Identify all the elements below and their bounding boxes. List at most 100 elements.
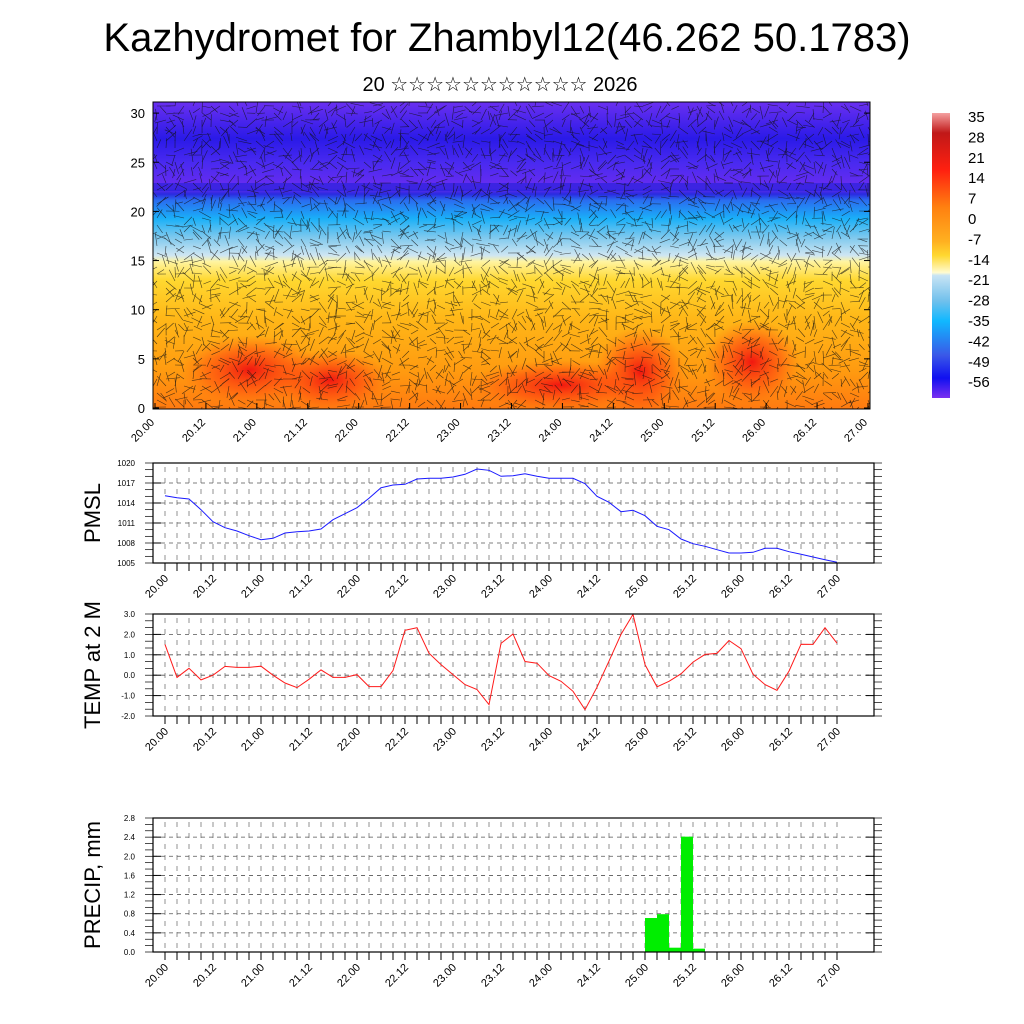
wind-barb (300, 245, 304, 255)
wind-barb (471, 102, 478, 107)
wind-barb (356, 311, 365, 317)
wind-barb (291, 161, 299, 170)
wind-barb (786, 202, 797, 205)
wind-barb (498, 175, 510, 177)
wind-barb (412, 308, 419, 318)
wind-barb (639, 357, 644, 370)
wind-barb (264, 392, 267, 406)
wind-barb (235, 224, 248, 233)
wind-barb (327, 383, 339, 387)
wind-barb (802, 380, 806, 394)
wind-barb (177, 294, 185, 301)
wind-barb (560, 264, 572, 268)
wind-barb (759, 266, 772, 273)
wind-barb (207, 132, 212, 142)
wind-barb (209, 220, 212, 233)
wind-barb (439, 200, 446, 212)
wind-barb (738, 322, 743, 331)
wind-barb (866, 165, 869, 177)
wind-barb (363, 286, 368, 296)
wind-barb (291, 250, 294, 261)
wind-barb (597, 252, 610, 259)
wind-barb (464, 147, 473, 156)
wind-barb (308, 182, 311, 191)
wind-barb (399, 136, 402, 149)
wind-barb (441, 203, 446, 217)
wind-barb (552, 166, 563, 170)
wind-barb (498, 154, 508, 157)
colorbar-label: -28 (968, 293, 990, 310)
wind-barb (291, 399, 294, 409)
wind-barb (381, 392, 392, 401)
wind-barb (455, 133, 464, 139)
wind-barb (836, 266, 842, 279)
wind-barb (651, 217, 654, 229)
wind-barb (723, 380, 734, 387)
wind-barb (805, 287, 815, 293)
wind-barb (401, 168, 410, 175)
wind-barb (280, 167, 284, 177)
wind-barb (341, 180, 347, 191)
wind-barb (554, 269, 563, 275)
wind-barb (513, 224, 518, 237)
wind-barb (154, 355, 158, 366)
wind-barb (678, 301, 693, 305)
wind-barb (363, 371, 372, 382)
x-tick-label: 24.12 (575, 962, 603, 990)
colorbar-label: 0 (968, 211, 976, 228)
colorbar-label: -49 (968, 354, 990, 371)
wind-barb (244, 350, 257, 359)
wind-barb (822, 392, 837, 394)
wind-barb (804, 133, 813, 145)
wind-barb (772, 301, 779, 312)
wind-barb (812, 320, 815, 331)
wind-barb (786, 371, 792, 381)
wind-barb (771, 315, 779, 323)
wind-barb (345, 272, 356, 282)
wind-barb (363, 392, 368, 406)
wind-barb (848, 189, 851, 204)
wind-barb (687, 328, 698, 331)
wind-barb (561, 177, 566, 191)
wind-barb (282, 176, 292, 184)
wind-barb (384, 219, 392, 226)
wind-barb (444, 278, 456, 282)
wind-barb (282, 111, 287, 121)
wind-barb (552, 147, 555, 158)
wind-barb (722, 147, 725, 161)
wind-barb (372, 196, 379, 205)
wind-barb (202, 343, 212, 352)
wind-barb (819, 186, 833, 191)
wind-barb (599, 126, 608, 134)
wind-barb (782, 117, 788, 128)
wind-barb (607, 154, 617, 165)
wind-barb (813, 298, 820, 310)
wind-barb (232, 213, 239, 226)
wind-barb (610, 253, 617, 261)
wind-barb (614, 378, 617, 389)
wind-barb (154, 233, 167, 240)
wind-barb (696, 305, 707, 317)
wind-barb (858, 126, 865, 139)
wind-barb (470, 161, 482, 169)
wind-barb (399, 228, 410, 240)
wind-barb (300, 119, 314, 125)
wind-barb (819, 147, 824, 156)
wind-barb (741, 292, 751, 303)
wind-barb (363, 133, 372, 141)
wind-barb (176, 245, 185, 252)
wind-barb (273, 364, 283, 367)
wind-barb (325, 259, 338, 262)
wind-barb (600, 317, 608, 324)
wind-barb (615, 116, 629, 121)
wind-barb (605, 357, 617, 366)
wind-barb (559, 182, 563, 195)
wind-barb (759, 234, 765, 247)
wind-barb (543, 187, 551, 198)
wind-barb (210, 324, 214, 338)
wind-barb (191, 167, 194, 177)
wind-barb (236, 102, 239, 107)
wind-barb (156, 392, 168, 402)
wind-barb (255, 243, 265, 254)
wind-barb (371, 234, 383, 240)
